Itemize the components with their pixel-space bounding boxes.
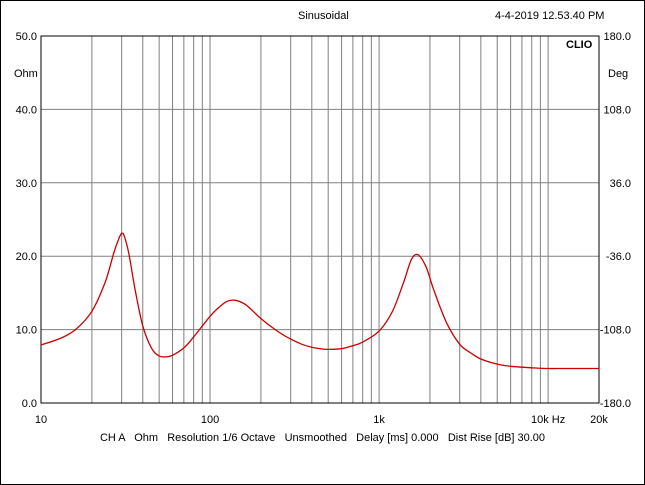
y2-tick-label: 180.0 [603,31,631,43]
y2-tick-label: 108.0 [603,104,631,116]
y-tick-label: 40.0 [16,104,37,116]
x-tick-label: 10k Hz [531,414,565,426]
y2-axis-unit-label: Deg [608,68,628,80]
measurement-info: CH A Ohm Resolution 1/6 Octave Unsmoothe… [99,432,546,444]
y-axis-unit-label: Ohm [14,68,38,80]
mode-label: Sinusoidal [298,10,349,22]
y2-tick-label: -180.0 [600,398,631,410]
y-tick-label: 30.0 [16,178,37,190]
x-tick-label: 20k [590,414,608,426]
y-tick-label: 50.0 [16,31,37,43]
timestamp-label: 4-4-2019 12.53.40 PM [495,10,605,22]
y2-tick-label: -36.0 [606,251,631,263]
y2-axis-ticks: -180.0 -108.0 -36.0 36.0 108.0 180.0 [600,31,631,410]
x-tick-label: 1k [373,414,385,426]
plot-area-border [40,35,600,404]
brand-label: CLIO [566,39,593,51]
x-axis-ticks: 10 100 1k 10k Hz 20k [35,414,608,426]
grid [41,36,599,403]
y-tick-label: 0.0 [22,398,37,410]
y2-tick-label: 36.0 [610,178,631,190]
y2-tick-label: -108.0 [600,325,631,337]
y-axis-ticks: 0.0 10.0 20.0 30.0 40.0 50.0 [16,31,37,410]
x-tick-label: 100 [201,414,219,426]
impedance-curve [40,232,599,370]
y-tick-label: 20.0 [16,251,37,263]
y-tick-label: 10.0 [16,325,37,337]
x-tick-label: 10 [35,414,47,426]
